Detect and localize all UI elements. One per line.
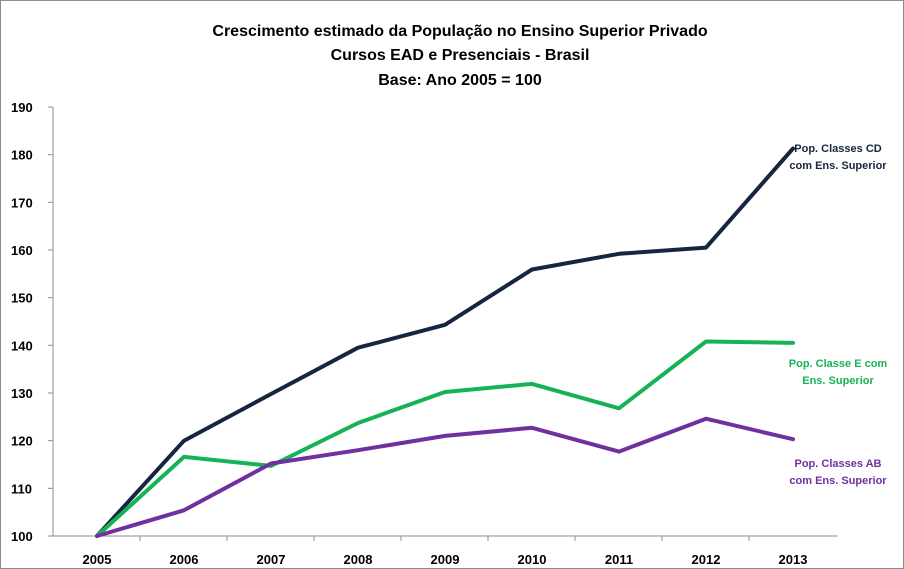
chart-title-line-3: Base: Ano 2005 = 100 — [378, 72, 542, 89]
x-tick-label: 2005 — [83, 552, 112, 567]
x-tick-label: 2013 — [779, 552, 808, 567]
x-tick-label: 2008 — [344, 552, 373, 567]
series-label-line: Pop. Classes CD — [794, 143, 881, 155]
x-tick-label: 2010 — [518, 552, 547, 567]
series-line-0 — [95, 146, 795, 538]
y-tick-label: 120 — [11, 434, 33, 449]
x-tick-label: 2006 — [170, 552, 199, 567]
series-label-line: Pop. Classes AB — [794, 458, 881, 470]
series-label-0: Pop. Classes CD com Ens. Superior — [789, 143, 887, 172]
y-tick-label: 110 — [11, 481, 32, 496]
chart-title-line-2: Cursos EAD e Presenciais - Brasil — [331, 47, 590, 64]
y-tick-label: 180 — [11, 148, 33, 163]
series-label-line: Pop. Classe E com — [789, 358, 888, 370]
y-tick-label: 130 — [11, 386, 33, 401]
x-tick-label: 2009 — [431, 552, 460, 567]
x-axis-tick-labels: 2005 2006 2007 2008 2009 2010 2011 2012 2013 — [83, 536, 808, 567]
series-line-1 — [95, 339, 795, 538]
y-tick-label: 150 — [11, 291, 33, 306]
y-tick-label: 100 — [11, 529, 33, 544]
series-label-2: Pop. Classes AB com Ens. Superior — [789, 458, 887, 487]
series-label-line: Ens. Superior — [802, 375, 874, 387]
x-tick-label: 2012 — [692, 552, 721, 567]
chart-title: Crescimento estimado da População no Ens… — [212, 23, 707, 89]
axes — [52, 107, 838, 537]
y-tick-label: 190 — [11, 100, 33, 115]
series-lines — [95, 146, 795, 538]
chart-title-line-1: Crescimento estimado da População no Ens… — [212, 23, 707, 40]
series-label-line: com Ens. Superior — [789, 475, 887, 487]
series-label-line: com Ens. Superior — [789, 160, 887, 172]
y-axis-tick-labels: 100 110 120 130 140 150 160 170 180 190 — [11, 100, 53, 544]
y-tick-label: 170 — [11, 195, 33, 210]
x-tick-label: 2007 — [257, 552, 286, 567]
series-label-1: Pop. Classe E com Ens. Superior — [789, 358, 888, 387]
y-tick-label: 140 — [11, 338, 33, 353]
series-line-2 — [95, 416, 795, 538]
y-tick-label: 160 — [11, 243, 33, 258]
x-tick-label: 2011 — [605, 552, 633, 567]
